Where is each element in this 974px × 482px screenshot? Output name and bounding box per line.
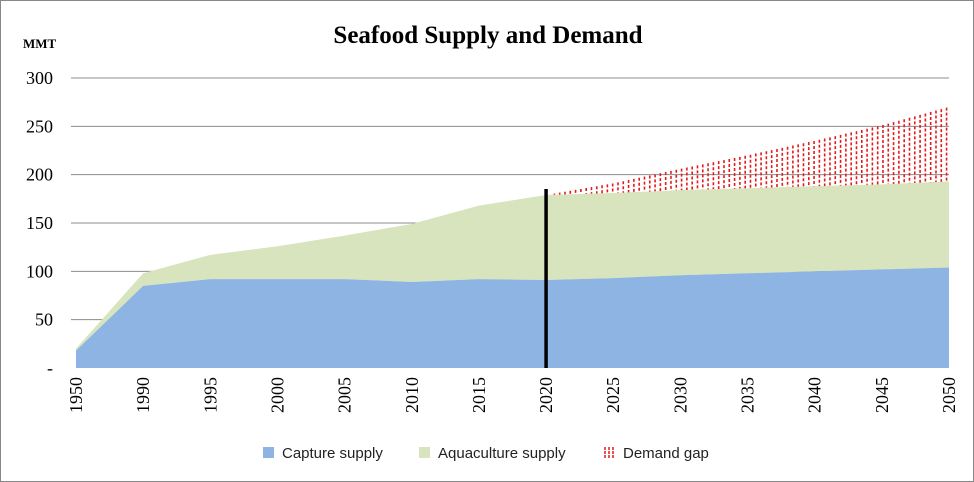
x-tick-label: 2005 (335, 377, 355, 413)
x-tick-label: 2050 (939, 377, 959, 413)
x-tick-label: 1950 (66, 377, 86, 413)
legend-swatch (263, 447, 274, 458)
x-tick-label: 2040 (805, 377, 825, 413)
series-area-capture-supply (76, 267, 949, 368)
chart-title: Seafood Supply and Demand (333, 22, 642, 49)
x-axis-ticks: 1950 1990 1995 2000 2005 2010 2015 2020 2025 2030… (66, 377, 959, 413)
y-tick-label: 300 (26, 68, 53, 88)
x-tick-label: 1990 (133, 377, 153, 413)
x-tick-label: 1995 (200, 377, 220, 413)
y-tick-label: 150 (26, 213, 53, 233)
series-area-aquaculture-supply (76, 181, 949, 351)
y-tick-label: 200 (26, 165, 53, 185)
y-tick-label: 100 (26, 261, 53, 281)
x-tick-label: 2025 (603, 377, 623, 413)
x-tick-label: 2045 (872, 377, 892, 413)
legend-item-capture-supply: Capture supply (263, 445, 383, 462)
y-tick-label: 250 (26, 116, 53, 136)
x-tick-label: 2010 (402, 377, 422, 413)
y-axis-unit-label: MMT (23, 36, 57, 51)
y-axis-ticks: - 50 100 150 200 250 300 (26, 68, 53, 378)
x-tick-label: 2015 (469, 377, 489, 413)
legend-label: Capture supply (282, 445, 383, 462)
legend-label: Aquaculture supply (438, 445, 566, 462)
legend-label: Demand gap (623, 445, 709, 462)
legend-item-demand-gap: Demand gap (604, 445, 709, 462)
plot-areas (76, 181, 949, 368)
demand-gap-hatching (553, 107, 948, 195)
legend-item-aquaculture-supply: Aquaculture supply (419, 445, 566, 462)
y-tick-label: 50 (35, 310, 53, 330)
x-tick-label: 2035 (738, 377, 758, 413)
legend-swatch (419, 447, 430, 458)
legend: Capture supply Aquaculture supply Demand g… (263, 445, 709, 462)
x-tick-label: 2020 (536, 377, 556, 413)
y-tick-label: - (47, 358, 53, 378)
x-tick-label: 2000 (267, 377, 287, 413)
x-tick-label: 2030 (670, 377, 690, 413)
